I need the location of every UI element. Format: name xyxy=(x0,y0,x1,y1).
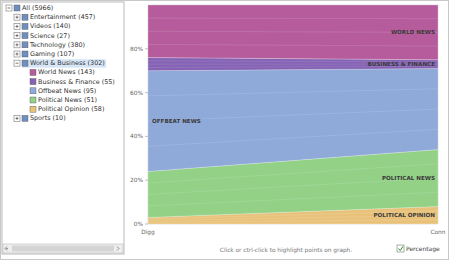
y-tick-label: 20% xyxy=(130,177,143,183)
y-tick xyxy=(145,180,148,181)
tree-item[interactable]: Offbeat News (95) xyxy=(38,87,96,95)
expander-sign xyxy=(17,34,18,37)
y-tick-label: 40% xyxy=(130,133,143,139)
scrollbar[interactable] xyxy=(3,244,123,253)
plot-frame xyxy=(148,5,438,224)
x-tick-label: Digg xyxy=(141,229,155,236)
expander[interactable] xyxy=(14,23,20,29)
checkbox[interactable] xyxy=(397,245,404,252)
areas xyxy=(148,5,438,224)
expander-sign xyxy=(17,53,18,56)
y-tick-label: 0% xyxy=(134,221,144,227)
checkbox-label[interactable]: Percentage xyxy=(406,245,440,253)
tree-item[interactable]: Political News (51) xyxy=(38,96,97,104)
chart: POLITICAL OPINION POLITICAL NEWS OFFBEAT N… xyxy=(130,5,446,236)
hint-text: Click or ctrl-click to highlight points … xyxy=(220,247,352,254)
area-texture xyxy=(148,18,438,20)
expander[interactable] xyxy=(14,14,20,20)
y-tick-label: 80% xyxy=(130,46,143,52)
node-icon xyxy=(30,106,36,112)
expander-sign xyxy=(16,54,19,55)
band-label: POLITICAL OPINION xyxy=(374,212,436,218)
tree-item[interactable]: Gaming (107) xyxy=(30,50,74,58)
y-tick xyxy=(145,48,148,49)
area-texture xyxy=(148,192,438,206)
expander[interactable] xyxy=(14,115,20,121)
node-icon xyxy=(22,23,28,29)
tree-item[interactable]: World News (143) xyxy=(38,68,95,76)
screenshot: All (5966)Entertainment (457)Videos (140… xyxy=(0,0,449,260)
expander-sign xyxy=(16,118,19,119)
tree-item[interactable]: Entertainment (457) xyxy=(30,13,95,21)
scroll-arrow xyxy=(5,247,8,251)
expander-sign xyxy=(17,43,18,46)
expander[interactable] xyxy=(14,60,20,66)
y-tick-label: 60% xyxy=(130,90,143,96)
node-icon xyxy=(22,14,28,20)
expander[interactable] xyxy=(14,42,20,48)
tree-item[interactable]: Science (27) xyxy=(30,32,70,40)
band-label: WORLD NEWS xyxy=(391,29,435,35)
tree-item[interactable]: Business & Finance (55) xyxy=(38,78,115,86)
area-band xyxy=(148,5,438,60)
area-texture xyxy=(148,129,438,146)
node-icon xyxy=(22,60,28,66)
node-icon xyxy=(22,33,28,39)
band-label: POLITICAL NEWS xyxy=(382,175,435,181)
tree-item[interactable]: Political Opinion (58) xyxy=(38,105,104,113)
node-icon xyxy=(30,79,36,85)
band-label: OFFBEAT NEWS xyxy=(152,118,201,124)
node-icon xyxy=(22,115,28,121)
expander-sign xyxy=(17,117,18,120)
x-tick-label: Conn xyxy=(431,229,446,235)
tree-item[interactable]: Sports (10) xyxy=(30,114,66,122)
node-icon xyxy=(30,69,36,75)
expander[interactable] xyxy=(14,51,20,57)
expander-sign xyxy=(16,26,19,27)
area-band xyxy=(148,69,438,172)
y-tick xyxy=(145,136,148,137)
row-highlight xyxy=(22,59,106,67)
tree-frame xyxy=(2,2,124,254)
y-tick xyxy=(145,224,148,225)
band-label: BUSINESS & FINANCE xyxy=(367,61,435,67)
tree-item[interactable]: Technology (380) xyxy=(29,41,85,49)
tree-panel: All (5966)Entertainment (457)Videos (140… xyxy=(2,2,124,254)
expander-sign xyxy=(8,8,11,9)
node-icon xyxy=(14,5,20,11)
y-tick xyxy=(145,92,148,93)
tree-item[interactable]: All (5966) xyxy=(22,4,53,12)
tree-item[interactable]: Videos (140) xyxy=(30,22,70,30)
node-icon xyxy=(30,97,36,103)
node-icon xyxy=(22,42,28,48)
check-mark xyxy=(399,246,404,250)
node-icon xyxy=(22,51,28,57)
node-icon xyxy=(30,88,36,94)
area-texture xyxy=(148,89,438,96)
expander-sign xyxy=(17,25,18,28)
expander-sign xyxy=(16,44,19,45)
expander-sign xyxy=(16,35,19,36)
expander-sign xyxy=(16,63,19,64)
area-texture xyxy=(148,44,438,46)
expander[interactable] xyxy=(6,5,12,11)
expander[interactable] xyxy=(14,33,20,39)
tree-item[interactable]: World & Business (302) xyxy=(30,59,105,67)
window-frame xyxy=(1,1,449,260)
scroll-arrow xyxy=(117,247,119,251)
expander-sign xyxy=(17,16,18,19)
scroll-thumb[interactable] xyxy=(12,246,114,252)
